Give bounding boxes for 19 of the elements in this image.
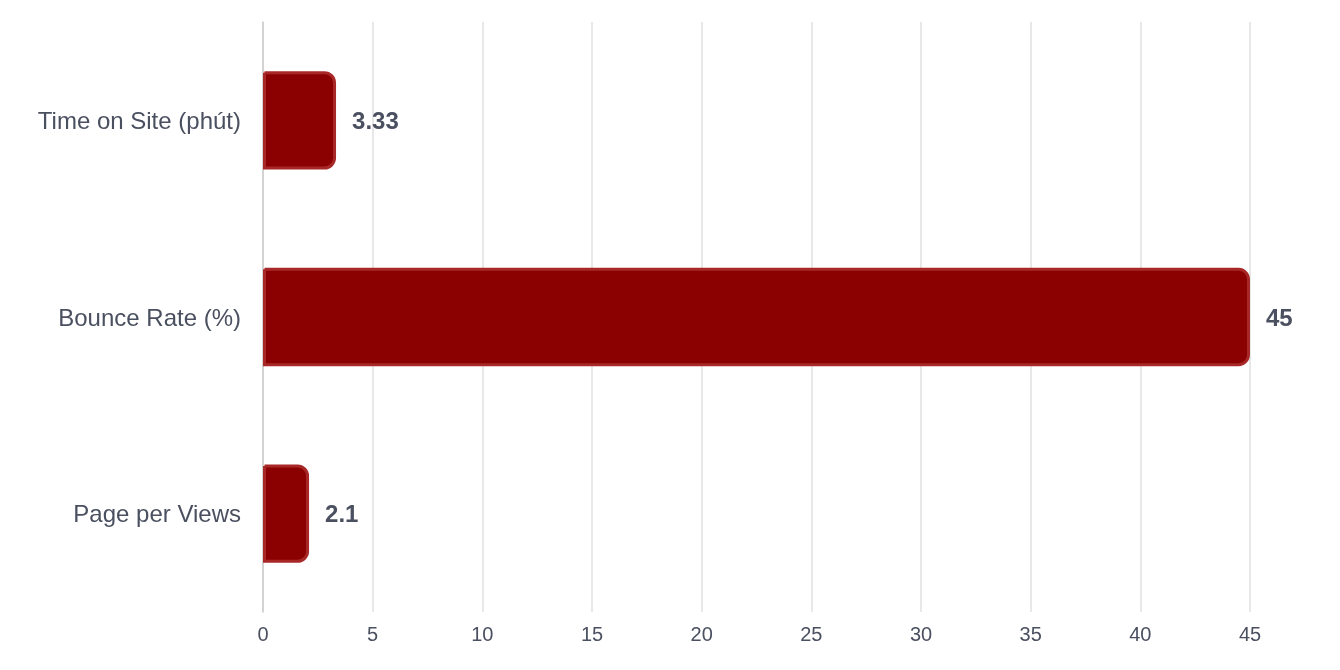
- x-tick-label: 10: [471, 623, 494, 645]
- y-tick-label: Bounce Rate (%): [58, 303, 241, 331]
- x-tick-label: 5: [367, 623, 379, 645]
- x-tick-label: 25: [800, 623, 823, 645]
- data-label: 3.33: [352, 106, 399, 134]
- y-tick-label: Time on Site (phút): [37, 106, 241, 134]
- bar: [263, 464, 310, 563]
- y-tick-label: Page per Views: [73, 500, 241, 528]
- x-tick-label: 20: [690, 623, 713, 645]
- data-label: 45: [1266, 303, 1293, 331]
- bar: [263, 71, 337, 170]
- x-tick-label: 0: [257, 623, 269, 645]
- x-tick-label: 35: [1019, 623, 1042, 645]
- x-tick-label: 45: [1238, 623, 1262, 645]
- x-tick-label: 15: [580, 623, 604, 645]
- data-label: 2.1: [325, 500, 359, 528]
- x-tick-label: 30: [909, 623, 933, 645]
- x-tick-label: 40: [1129, 623, 1152, 645]
- bar: [263, 267, 1250, 367]
